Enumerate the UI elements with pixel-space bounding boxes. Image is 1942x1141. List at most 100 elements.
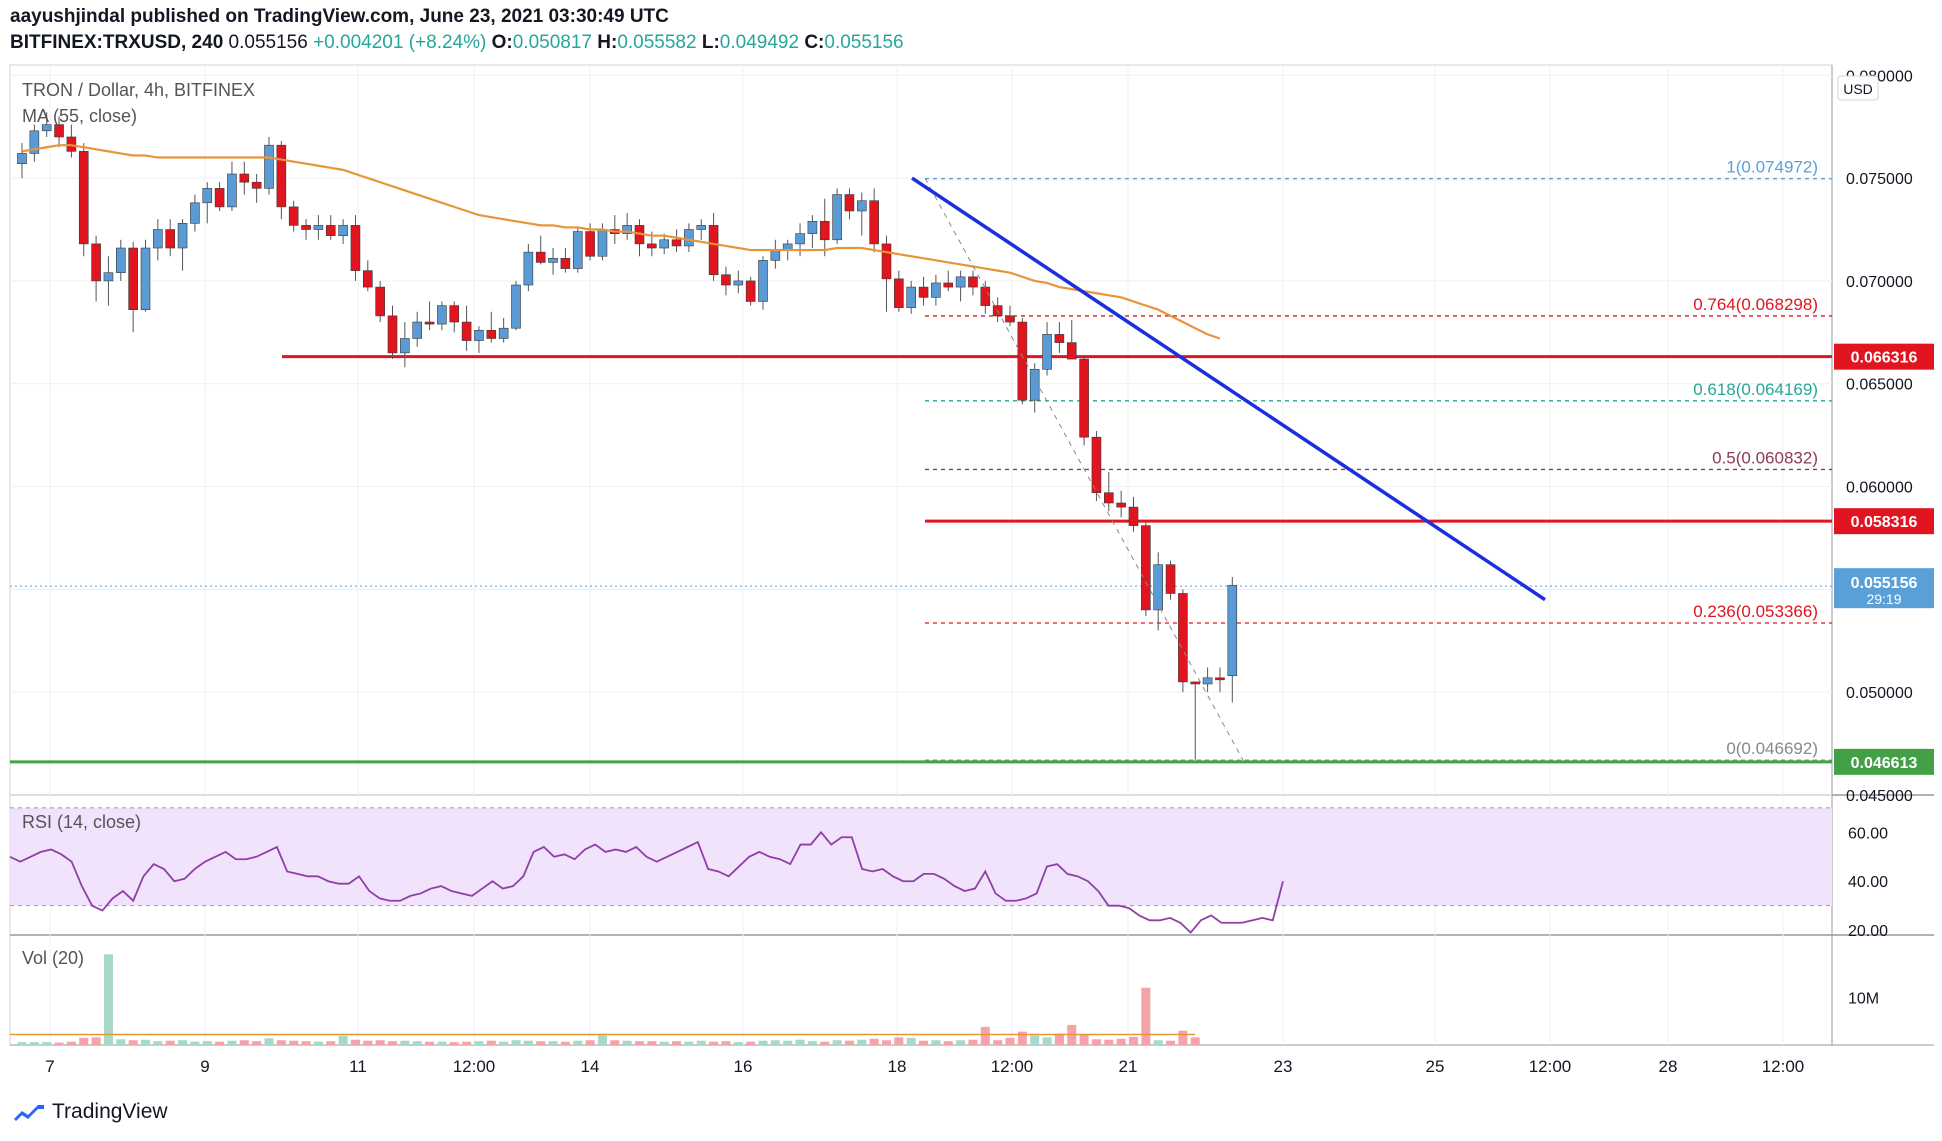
volume-bar — [931, 1040, 941, 1045]
price-tick-label: 0.075000 — [1846, 171, 1913, 188]
rsi-line — [9, 830, 1284, 934]
open-value: 0.050817 — [512, 32, 592, 53]
volume-bar — [536, 1041, 546, 1045]
volume-bar — [103, 954, 113, 1045]
volume-bar — [832, 1040, 842, 1045]
volume-bar — [560, 1041, 570, 1045]
candle-body — [1066, 342, 1077, 360]
candle-body — [276, 144, 287, 208]
close-value: 0.055156 — [824, 32, 904, 53]
volume-bar — [857, 1039, 867, 1045]
candle-body — [91, 243, 101, 282]
candle-body — [696, 225, 707, 230]
fib-label: 0.5(0.060832) — [1712, 448, 1818, 467]
volume-bar — [313, 1041, 323, 1045]
volume-bar — [264, 1038, 274, 1045]
volume-bar — [956, 1040, 966, 1045]
candle-body — [214, 188, 225, 208]
candle-body — [1190, 681, 1201, 685]
volume-bar — [1116, 1038, 1126, 1045]
chart-title: TRON / Dollar, 4h, BITFINEX — [22, 80, 256, 100]
fib-label: 0.764(0.068298) — [1693, 295, 1818, 314]
candle-body — [918, 286, 929, 298]
volume-bar — [462, 1041, 472, 1045]
time-tick-label: 11 — [349, 1057, 367, 1076]
candle-body — [251, 181, 262, 189]
price-tick-label: 0.065000 — [1846, 377, 1913, 394]
volume-bar — [400, 1040, 410, 1045]
volume-bar — [807, 1041, 817, 1045]
volume-bar — [1005, 1037, 1015, 1045]
currency-box — [1837, 75, 1879, 101]
candle-body — [1054, 334, 1065, 343]
candle-body — [1178, 593, 1188, 683]
volume-bar — [350, 1039, 360, 1045]
volume-bar — [919, 1040, 929, 1045]
candle-body — [684, 229, 694, 247]
level-tag — [1834, 343, 1934, 370]
countdown-label: 29:19 — [1866, 591, 1901, 607]
candle-body — [1141, 525, 1151, 611]
candle-body — [387, 315, 398, 354]
volume-bar — [746, 1041, 756, 1045]
volume-bar — [202, 1041, 212, 1045]
time-tick-label: 14 — [581, 1057, 600, 1076]
volume-bar — [635, 1041, 644, 1045]
price-tick-label: 0.050000 — [1846, 685, 1913, 702]
volume-bar — [1104, 1039, 1114, 1045]
candle-body — [980, 286, 991, 306]
candle-body — [647, 243, 657, 249]
volume-bar — [610, 1040, 620, 1045]
price-chart[interactable]: 7 9 11 12:00 14 16 18 12:00 21 23 25 12:00 28 12:00 0.… — [0, 0, 1942, 1100]
tradingview-logo[interactable]: TradingView — [12, 1100, 168, 1124]
volume-bar — [412, 1041, 422, 1045]
moving-average-line — [21, 144, 1221, 340]
high-value: 0.055582 — [617, 32, 697, 53]
candle-body — [968, 276, 978, 288]
candle-body — [597, 229, 608, 257]
time-tick-label: 21 — [1119, 1057, 1138, 1076]
candle-body — [869, 200, 879, 245]
candle-body — [659, 239, 670, 249]
volume-bar — [1178, 1030, 1188, 1045]
volume-bar — [684, 1041, 694, 1045]
candle-body — [1017, 321, 1028, 401]
candle-body — [1227, 584, 1238, 677]
volume-bar — [844, 1040, 854, 1045]
low-value: 0.049492 — [719, 32, 800, 53]
volume-bar — [425, 1041, 435, 1045]
candle-body — [548, 257, 558, 263]
candle-body — [758, 260, 768, 302]
volume-bar — [165, 1040, 175, 1045]
time-tick-label: 12:00 — [1529, 1057, 1572, 1076]
volume-bar — [770, 1040, 780, 1045]
volume-bar — [783, 1040, 793, 1045]
candle-body — [708, 225, 719, 276]
candle-body — [362, 270, 373, 288]
volume-bar — [1129, 1036, 1138, 1045]
volume-bar — [882, 1040, 891, 1045]
volume-bar — [894, 1037, 904, 1045]
candle-body — [535, 251, 546, 263]
last-price: 0.055156 — [228, 32, 308, 53]
candle-body — [1128, 506, 1139, 526]
volume-bar — [869, 1038, 879, 1045]
candle-body — [523, 251, 534, 286]
volume-bar — [388, 1041, 397, 1045]
candle-body — [1042, 334, 1052, 370]
volume-bar — [141, 1039, 150, 1045]
time-tick-label: 12:00 — [1762, 1057, 1805, 1076]
volume-bar — [943, 1041, 953, 1045]
candle-body — [622, 225, 632, 234]
symbol: BITFINEX:TRXUSD, 240 — [10, 32, 224, 53]
candle-body — [931, 282, 941, 298]
candle-body — [1215, 677, 1225, 681]
volume-bar — [820, 1041, 830, 1045]
candle-body — [338, 225, 348, 236]
candle-body — [140, 247, 151, 311]
fib-label: 1(0.074972) — [1726, 158, 1818, 177]
candle-body — [1091, 436, 1102, 494]
candle-body — [560, 257, 571, 269]
candle-body — [807, 220, 818, 234]
price-tick-label: 0.045000 — [1846, 788, 1913, 805]
